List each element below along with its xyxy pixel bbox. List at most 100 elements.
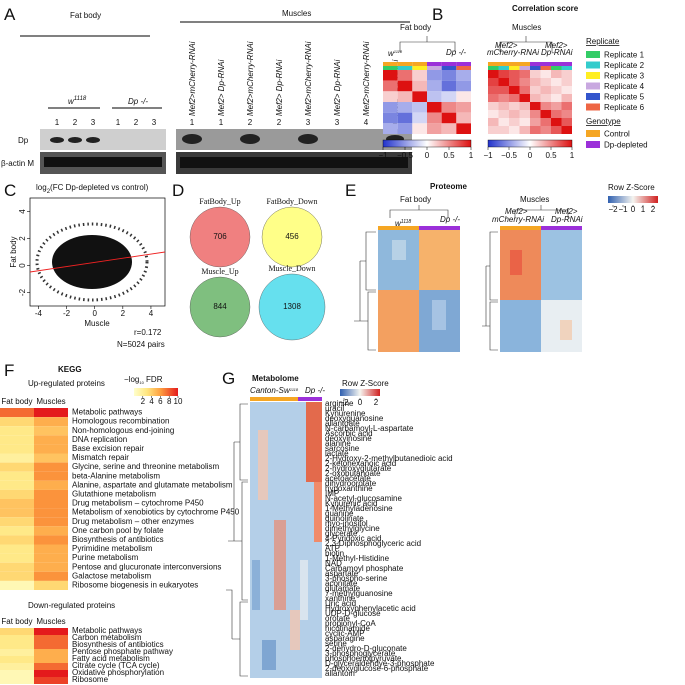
panel-label: D: [172, 181, 184, 200]
heatmap-cell: [456, 91, 471, 102]
heatmap-cell: [509, 78, 520, 86]
pathway-label: Oxidative phosphorylation: [72, 668, 164, 677]
annotation-cell: [427, 62, 442, 66]
heatmap-cell: [0, 544, 34, 554]
legend-swatch: [586, 93, 600, 100]
panel-label: B: [432, 5, 443, 24]
heatmap-cell: [0, 435, 34, 445]
stat: r=0.172: [134, 328, 162, 337]
metabolite-label: 1-Methyl-Histidine: [325, 554, 390, 563]
pathway-label: Citrate cycle (TCA cycle): [72, 661, 160, 670]
heatmap-cell: [540, 118, 551, 126]
metabolite-label: 4-Pyridoxic acid: [325, 534, 381, 543]
heatmap-cell: [456, 70, 471, 81]
annotation-cell: [561, 62, 572, 66]
heatmap-cell: [498, 78, 509, 86]
legend-label: Replicate 3: [604, 72, 645, 81]
annotation-cell: [561, 66, 572, 70]
lane-label: Mef2> Dp-RNAi: [217, 60, 226, 116]
colorbar-label: 4: [149, 397, 154, 406]
y-tick-label: 4: [18, 209, 27, 214]
annotation-cell: [509, 66, 520, 70]
heatmap-cell: [509, 102, 520, 110]
group-label: w1118: [395, 219, 411, 228]
metabolite-label: aspartate: [325, 569, 359, 578]
annotation-cell: [540, 62, 551, 66]
column-label: Fat body: [1, 397, 32, 406]
pathway-label: Pentose and glucuronate interconversions: [72, 562, 221, 571]
pathway-label: Glycine, serine and threonine metabolism: [72, 462, 220, 471]
heatmap-cell: [561, 102, 572, 110]
axis-label: Muscle: [84, 319, 110, 328]
heatmap-cell: [530, 70, 541, 78]
legend-swatch: [586, 103, 600, 111]
heatmap-cell: [441, 123, 457, 134]
heatmap-cell: [427, 102, 442, 113]
metabolite-label: deoxyguanosine: [325, 414, 384, 423]
scale-title: Row Z-Score: [608, 183, 655, 192]
x-tick-label: 0: [92, 309, 97, 318]
heatmap-cell: [498, 102, 509, 110]
heatmap-cell: [530, 110, 541, 118]
heatmap-cell: [0, 562, 34, 572]
pathway-label: Metabolic pathways: [72, 626, 142, 635]
heatmap-cell: [34, 526, 68, 536]
annotation-cell: [397, 62, 413, 66]
colorbar-label: 0: [425, 151, 430, 160]
legend-swatch: [586, 51, 600, 58]
venn-count: 1308: [283, 302, 301, 311]
metabolite-label: Hydroxyphenylacetic acid: [325, 604, 416, 613]
annotation-cell: [530, 66, 541, 70]
heatmap-cell: [34, 535, 68, 545]
heatmap-cell: [519, 118, 530, 126]
annotation-cell: [412, 66, 427, 70]
heatmap-cell: [34, 426, 68, 436]
heatmap-cell: [34, 642, 68, 649]
group-label: Dp -/-: [446, 48, 466, 57]
lane-number: 2: [277, 118, 282, 127]
heatmap-cell: [441, 112, 457, 124]
heatmap: [250, 397, 322, 678]
heatmap-cell: [0, 635, 34, 642]
lane-number: 1: [55, 118, 60, 127]
metabolite-label: 7-methylguanosine: [325, 589, 393, 598]
heatmap-cell: [383, 123, 398, 134]
group-label: Fat body: [70, 11, 101, 20]
heatmap-cell: [540, 102, 551, 110]
heatmap-cell: [397, 123, 413, 134]
colorbar-label: 2: [651, 205, 656, 214]
group-label: mCherry-RNAi: [492, 215, 544, 224]
x-tick-label: -4: [35, 309, 43, 318]
heatmap-cell: [540, 110, 551, 118]
legend-title: Replicate: [586, 37, 620, 46]
dendrogram: [354, 231, 376, 351]
heatmap-cell: [34, 517, 68, 527]
heatmap-cell: [561, 110, 572, 118]
point-cloud: [52, 235, 132, 289]
metabolite-label: glutamate: [325, 584, 361, 593]
heatmap-cell: [488, 102, 499, 110]
heatmap-cell: [397, 91, 413, 102]
pathway-label: Purine metabolism: [72, 553, 139, 562]
heatmap-cell: [412, 112, 427, 124]
heatmap-cell: [397, 80, 413, 92]
metabolite-label: aconitate: [325, 579, 358, 588]
heatmap-cell: [561, 86, 572, 94]
regression-line: [29, 251, 166, 273]
colorbar: [134, 388, 178, 396]
heatmap-cell: [561, 118, 572, 126]
heatmap-cell: [509, 118, 520, 126]
venn-count: 706: [213, 232, 227, 241]
heatmap-cell: [34, 489, 68, 499]
heatmap-cell: [427, 123, 442, 134]
colorbar-label: 0.5: [443, 151, 455, 160]
genotype-label: w1118: [68, 96, 87, 106]
metabolite-label: Kynurenine: [325, 409, 366, 418]
venn-name: FatBody_Down: [266, 197, 317, 206]
annotation-cell: [519, 66, 530, 70]
metabolite-label: 2-deoxyglucose-6-phosphate: [325, 664, 429, 673]
heatmap-cell: [34, 408, 68, 418]
column-label: Muscles: [36, 617, 65, 626]
pathway-label: Drug metabolism – cytochrome P450: [72, 499, 204, 508]
heatmap-cell: [488, 86, 499, 94]
